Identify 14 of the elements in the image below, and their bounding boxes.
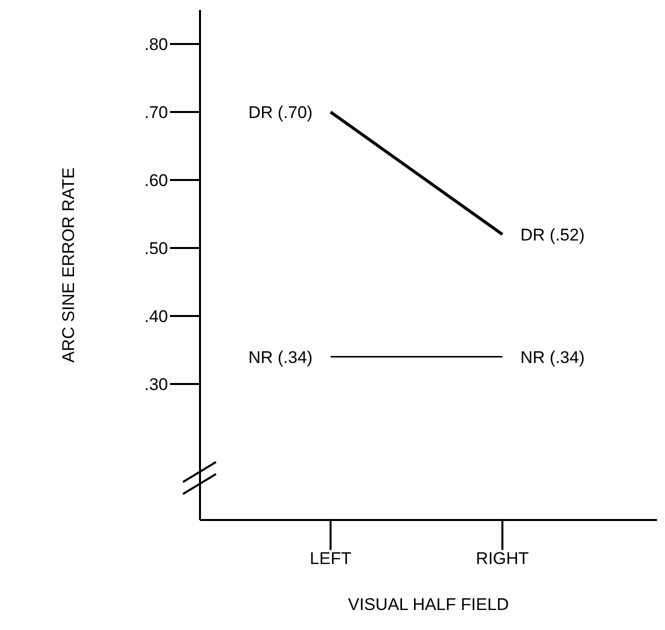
x-tick-label: RIGHT [476, 549, 529, 568]
y-tick-label: .60 [144, 171, 168, 190]
data-label: NR (.34) [520, 348, 585, 367]
y-tick-label: .70 [144, 103, 168, 122]
y-tick-label: .80 [144, 35, 168, 54]
y-tick-label: .50 [144, 239, 168, 258]
y-tick-label: .40 [144, 307, 168, 326]
data-label: DR (.70) [248, 103, 313, 122]
x-tick-label: LEFT [310, 549, 352, 568]
y-tick-label: .30 [144, 375, 168, 394]
x-axis-title: VISUAL HALF FIELD [348, 595, 509, 614]
data-label: NR (.34) [248, 348, 313, 367]
y-axis-title: ARC SINE ERROR RATE [59, 167, 78, 363]
data-label: DR (.52) [520, 225, 585, 244]
